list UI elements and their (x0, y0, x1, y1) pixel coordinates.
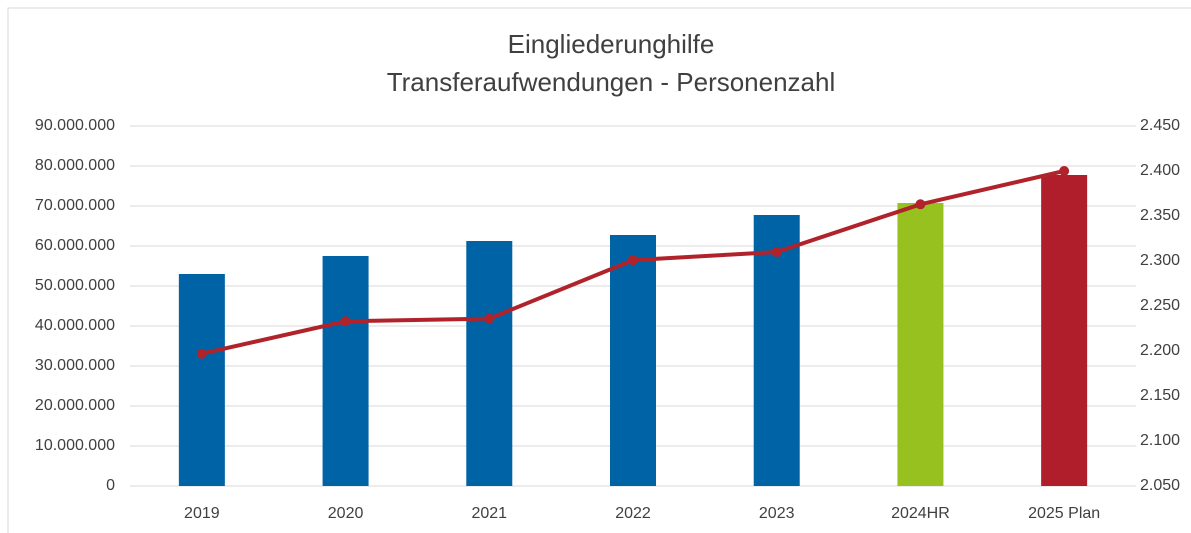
line-marker (340, 316, 351, 327)
y-tick-label: 30.000.000 (35, 357, 115, 374)
y-tick-label: 60.000.000 (35, 237, 115, 254)
y2-tick-label: 2.250 (1140, 297, 1180, 314)
x-tick-label: 2019 (184, 505, 220, 522)
y-tick-label: 0 (106, 477, 115, 494)
line-marker (915, 199, 926, 210)
bar (753, 215, 800, 486)
y-tick-label: 80.000.000 (35, 157, 115, 174)
y-tick-label: 20.000.000 (35, 397, 115, 414)
bar (466, 241, 513, 486)
y2-tick-label: 2.200 (1140, 342, 1180, 359)
line-marker (628, 255, 638, 266)
y2-tick-label: 2.100 (1140, 432, 1180, 449)
line-marker (771, 247, 782, 257)
bar (897, 203, 944, 486)
x-tick-label: 2024HR (891, 505, 950, 522)
y2-tick-label: 2.300 (1140, 252, 1180, 269)
x-tick-label: 2021 (471, 505, 507, 522)
x-tick-label: 2025 Plan (1028, 505, 1100, 522)
line-marker (1059, 166, 1070, 176)
y2-tick-label: 2.400 (1140, 162, 1180, 179)
bar (322, 256, 369, 486)
bar (610, 235, 656, 486)
line-marker (484, 313, 495, 324)
y2-tick-label: 2.450 (1140, 117, 1180, 134)
y-tick-label: 90.000.000 (35, 117, 115, 134)
bar (178, 274, 225, 486)
y-tick-label: 40.000.000 (35, 317, 115, 334)
bar (1041, 175, 1088, 486)
chart-title: Eingliederunghilfe (508, 29, 715, 59)
y2-tick-label: 2.350 (1140, 207, 1180, 224)
x-tick-label: 2023 (759, 505, 795, 522)
y2-tick-label: 2.050 (1140, 477, 1180, 494)
y-tick-label: 50.000.000 (35, 277, 115, 294)
chart-title: Transferaufwendungen - Personenzahl (387, 67, 836, 97)
line-marker (196, 348, 207, 359)
y-tick-label: 10.000.000 (35, 437, 115, 454)
chart-frame (7, 7, 1191, 533)
y2-tick-label: 2.150 (1140, 387, 1180, 404)
y-tick-label: 70.000.000 (35, 197, 115, 214)
x-tick-label: 2020 (328, 505, 364, 522)
x-tick-label: 2022 (615, 505, 651, 522)
